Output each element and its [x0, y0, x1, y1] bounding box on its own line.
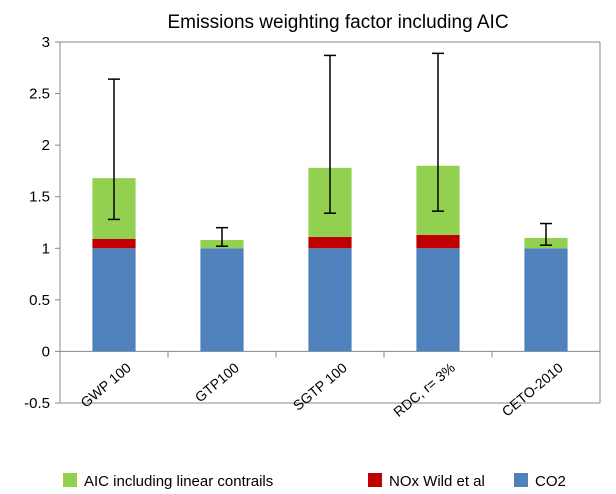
legend: AIC including linear contrails NOx Wild e…: [63, 473, 566, 490]
y-tick-label: 3: [42, 34, 50, 51]
legend-label: CO2: [535, 473, 566, 490]
bar-nox-wild-et-al-3: [308, 236, 352, 249]
y-tick-label: 2: [42, 137, 50, 154]
bar-nox-wild-et-al-4: [416, 234, 460, 249]
legend-swatch: [63, 473, 77, 487]
y-tick-label: 0.5: [29, 292, 50, 309]
legend-swatch: [514, 473, 528, 487]
y-tick-label: 2.5: [29, 86, 50, 103]
chart-title: Emissions weighting factor including AIC: [167, 12, 508, 33]
legend-swatch: [368, 473, 382, 487]
bar-co2-1: [92, 248, 136, 352]
y-tick-label: -0.5: [24, 395, 50, 412]
bar-nox-wild-et-al-1: [92, 239, 136, 249]
legend-label: NOx Wild et al: [389, 473, 485, 490]
x-tick-label: RDC, r= 3%: [390, 359, 458, 420]
bar-co2-4: [416, 248, 460, 352]
y-tick-label: 0: [42, 343, 50, 360]
bar-co2-5: [524, 248, 568, 352]
x-tick-label: SGTP 100: [290, 359, 350, 413]
bar-co2-2: [200, 248, 244, 352]
error-bars: [108, 52, 552, 247]
legend-label: AIC including linear contrails: [84, 473, 273, 490]
y-tick-label: 1: [42, 240, 50, 257]
bar-co2-3: [308, 248, 352, 352]
y-tick-label: 1.5: [29, 189, 50, 206]
x-tick-label: CETO-2010: [499, 359, 566, 419]
x-tick-label: GTP100: [192, 359, 242, 405]
